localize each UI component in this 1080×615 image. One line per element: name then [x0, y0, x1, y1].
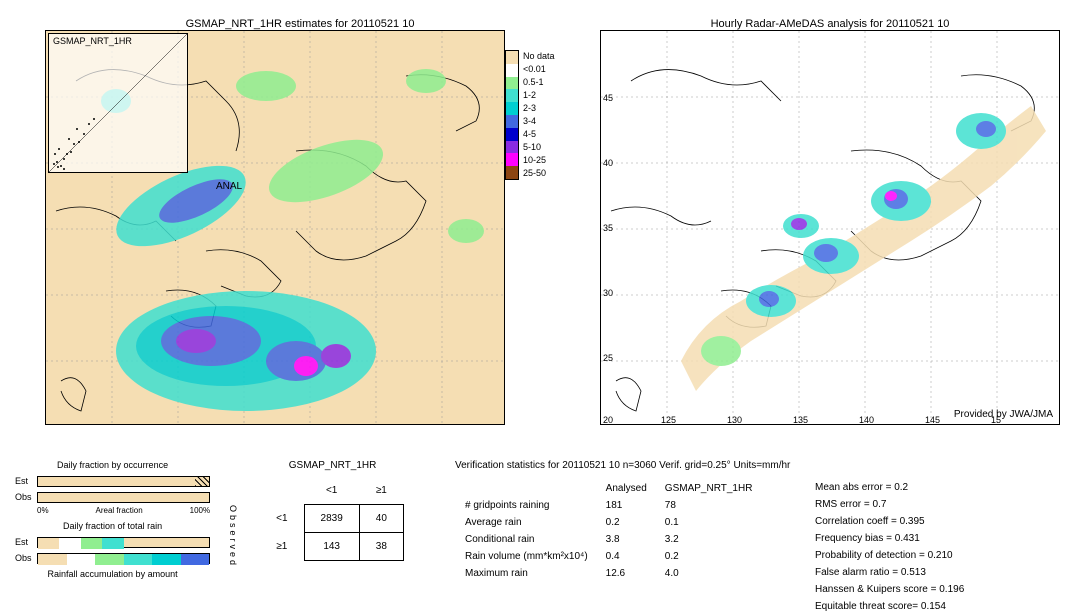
cont-col-lt1: <1	[304, 477, 359, 505]
contingency-block: GSMAP_NRT_1HR Observed <1≥1 <1 2839 40 ≥…	[230, 460, 435, 610]
hdr-analysed: Analysed	[598, 481, 655, 496]
legend-label: 5-10	[523, 141, 555, 154]
legend-label: No data	[523, 50, 555, 63]
svg-text:140: 140	[859, 415, 874, 425]
inset-svg	[49, 34, 187, 172]
color-legend: No data <0.01 0.5-1 1-2 2-3 3-4 4-5 5-10…	[505, 50, 575, 180]
right-map-svg: 454035 302520 125130135 14014515	[601, 31, 1060, 425]
contingency-table: <1≥1 <1 2839 40 ≥1 143 38	[260, 477, 404, 561]
metric-line: False alarm ratio = 0.513	[815, 564, 1065, 581]
left-map-title: GSMAP_NRT_1HR estimates for 20110521 10	[25, 18, 575, 30]
fraction-bars: Daily fraction by occurrence Est Obs 0% …	[15, 460, 210, 610]
svg-text:125: 125	[661, 415, 676, 425]
cont-cell: 2839	[304, 505, 359, 533]
axis-0: 0%	[37, 506, 49, 515]
inset-scatter-box: GSMAP_NRT_1HR	[48, 33, 188, 173]
bottom-section: Daily fraction by occurrence Est Obs 0% …	[15, 460, 1065, 610]
legend-labels: No data <0.01 0.5-1 1-2 2-3 3-4 4-5 5-10…	[523, 50, 555, 180]
svg-text:20: 20	[603, 415, 613, 425]
metric-line: Equitable threat score= 0.154	[815, 598, 1065, 615]
legend-label: 1-2	[523, 89, 555, 102]
cont-col-ge1: ≥1	[359, 477, 403, 505]
stat-val: 78	[657, 498, 761, 513]
metric-line: Probability of detection = 0.210	[815, 547, 1065, 564]
legend-label: 2-3	[523, 102, 555, 115]
stat-val: 0.2	[598, 515, 655, 530]
obs-totalrain-bar	[37, 553, 210, 564]
metric-line: Correlation coeff = 0.395	[815, 513, 1065, 530]
legend-label: 0.5-1	[523, 76, 555, 89]
stats-title: Verification statistics for 20110521 10 …	[455, 460, 1065, 471]
stat-label: Average rain	[457, 515, 596, 530]
axis-100: 100%	[190, 506, 210, 515]
right-map-container: Hourly Radar-AMeDAS analysis for 2011052…	[590, 18, 1070, 425]
obs-occurrence-bar	[37, 492, 210, 503]
svg-text:25: 25	[603, 353, 613, 363]
right-map-title: Hourly Radar-AMeDAS analysis for 2011052…	[590, 18, 1070, 30]
left-map-container: GSMAP_NRT_1HR estimates for 20110521 10	[25, 18, 575, 425]
svg-text:40: 40	[603, 158, 613, 168]
legend-label: 10-25	[523, 154, 555, 167]
obs-label-2: Obs	[15, 553, 37, 563]
stat-val: 12.6	[598, 566, 655, 581]
svg-text:130: 130	[727, 415, 742, 425]
cont-cell: 40	[359, 505, 403, 533]
obs-label: Obs	[15, 492, 37, 502]
legend-strip	[505, 50, 519, 180]
stat-val: 181	[598, 498, 655, 513]
anal-label: ANAL	[216, 181, 242, 192]
cont-row-lt1: <1	[260, 505, 304, 533]
cont-cell: 38	[359, 533, 403, 561]
contingency-title: GSMAP_NRT_1HR	[230, 460, 435, 471]
stat-val: 3.8	[598, 532, 655, 547]
svg-text:145: 145	[925, 415, 940, 425]
right-map-box: 454035 302520 125130135 14014515 Provide…	[600, 30, 1060, 425]
est-occurrence-bar	[37, 476, 210, 487]
stats-section: Verification statistics for 20110521 10 …	[455, 460, 1065, 610]
stats-right-col: Mean abs error = 0.2 RMS error = 0.7 Cor…	[815, 479, 1065, 615]
stat-label: Conditional rain	[457, 532, 596, 547]
left-map-box: GSMAP_NRT_1HR ANAL	[45, 30, 505, 425]
legend-label: 4-5	[523, 128, 555, 141]
est-totalrain-bar	[37, 537, 210, 548]
legend-label: 3-4	[523, 115, 555, 128]
est-label-2: Est	[15, 537, 37, 547]
metric-line: Hanssen & Kuipers score = 0.196	[815, 581, 1065, 598]
observed-axis-label: Observed	[228, 505, 238, 568]
hdr-product: GSMAP_NRT_1HR	[657, 481, 761, 496]
svg-text:45: 45	[603, 93, 613, 103]
fraction-title-1: Daily fraction by occurrence	[15, 460, 210, 470]
provided-by-label: Provided by JWA/JMA	[954, 409, 1053, 420]
svg-text:35: 35	[603, 223, 613, 233]
stat-val: 0.4	[598, 549, 655, 564]
legend-label: <0.01	[523, 63, 555, 76]
inset-title: GSMAP_NRT_1HR	[53, 36, 132, 46]
metric-line: RMS error = 0.7	[815, 496, 1065, 513]
fraction-title-2: Daily fraction of total rain	[15, 521, 210, 531]
stat-val: 0.2	[657, 549, 761, 564]
stats-table: AnalysedGSMAP_NRT_1HR # gridpoints raini…	[455, 479, 762, 583]
cont-cell: 143	[304, 533, 359, 561]
svg-text:135: 135	[793, 415, 808, 425]
stat-val: 0.1	[657, 515, 761, 530]
svg-text:30: 30	[603, 288, 613, 298]
stats-left-col: AnalysedGSMAP_NRT_1HR # gridpoints raini…	[455, 479, 815, 615]
metric-line: Mean abs error = 0.2	[815, 479, 1065, 496]
stat-val: 4.0	[657, 566, 761, 581]
fraction-title-3: Rainfall accumulation by amount	[15, 569, 210, 579]
axis-mid: Areal fraction	[96, 506, 143, 515]
stat-label: # gridpoints raining	[457, 498, 596, 513]
bar-axis-1: 0% Areal fraction 100%	[37, 506, 210, 515]
legend-label: 25-50	[523, 167, 555, 180]
cont-row-ge1: ≥1	[260, 533, 304, 561]
metric-line: Frequency bias = 0.431	[815, 530, 1065, 547]
stat-label: Maximum rain	[457, 566, 596, 581]
stat-val: 3.2	[657, 532, 761, 547]
stat-label: Rain volume (mm*km²x10⁴)	[457, 549, 596, 564]
est-label: Est	[15, 476, 37, 486]
